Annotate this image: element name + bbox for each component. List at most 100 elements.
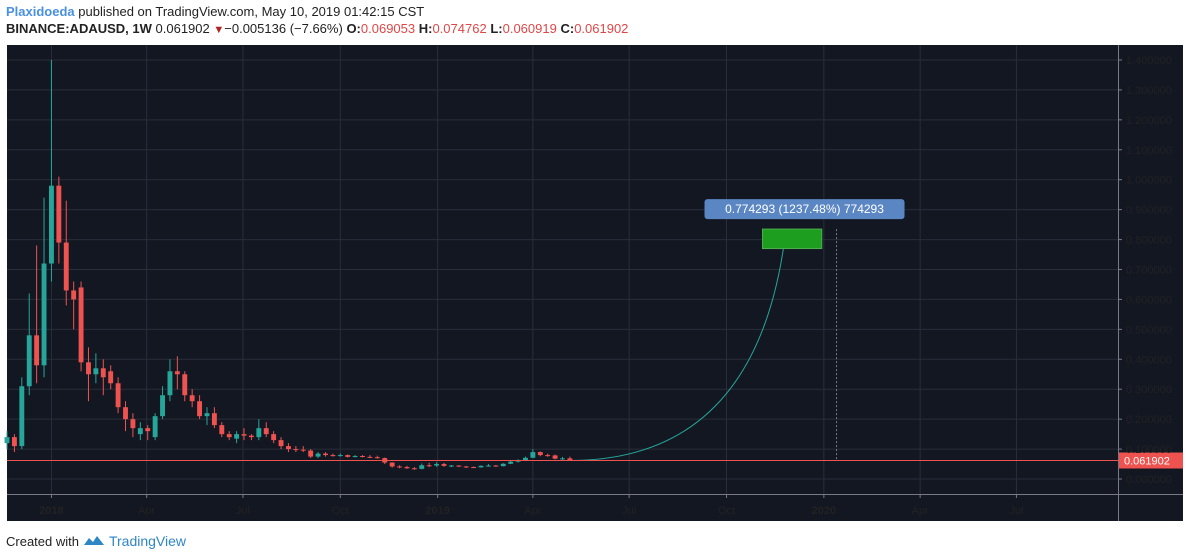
open-value: 0.069053: [360, 21, 416, 36]
candle-body: [567, 458, 573, 461]
candle-body: [485, 465, 491, 467]
close-label: C:: [560, 21, 575, 36]
candle-body: [441, 464, 447, 466]
measure-callout: 0.774293 (1237.48%) 774293: [704, 199, 905, 220]
tradingview-logo-icon[interactable]: [83, 534, 105, 548]
publish-line: Plaxidoeda published on TradingView.com,…: [6, 4, 424, 19]
candle-body: [411, 468, 417, 470]
price-tick-label: 0.300000: [1126, 384, 1172, 396]
author-name[interactable]: Plaxidoeda: [6, 4, 75, 19]
price-tick-label: 0.600000: [1126, 294, 1172, 306]
change-value: −0.005136 (−7.66%): [224, 21, 343, 36]
candle-body: [78, 287, 84, 363]
candle-body: [286, 446, 291, 450]
tradingview-brand[interactable]: TradingView: [108, 533, 187, 549]
last-price: 0.061902: [155, 21, 210, 36]
price-axis[interactable]: 1.400000 1.300000 1.200000 1.100000 1.000000…: [1118, 55, 1172, 486]
candle-body: [352, 455, 358, 457]
candle-body: [226, 434, 232, 438]
time-tick-label: 2018: [39, 505, 63, 517]
created-with-text: Created with: [6, 533, 79, 549]
candle-body: [419, 465, 425, 469]
candle-body: [197, 401, 203, 417]
candle-body: [523, 457, 528, 461]
projection-curve[interactable]: [569, 239, 786, 462]
candle-body: [189, 395, 195, 402]
candle-body: [448, 465, 454, 467]
candle-body: [271, 434, 277, 441]
price-tick-label: 1.100000: [1126, 145, 1172, 157]
candle-body: [263, 428, 269, 435]
time-tick-label: Oct: [332, 505, 349, 517]
candle-body: [508, 461, 514, 464]
candle-body: [115, 383, 121, 408]
candle-body: [374, 457, 380, 459]
time-tick-label: Apr: [138, 505, 155, 517]
candle-body: [248, 435, 254, 438]
candle-body: [545, 455, 551, 457]
candle-body: [19, 386, 25, 447]
candle-body: [367, 456, 373, 458]
price-tick-label: 0.500000: [1126, 324, 1172, 336]
candle-body: [204, 413, 210, 417]
time-tick-label: 2020: [812, 505, 836, 517]
time-tick-label: Jul: [622, 505, 636, 517]
candle-body: [160, 395, 165, 417]
candle-body: [337, 455, 343, 457]
low-label: L:: [490, 21, 503, 36]
candle-body: [323, 453, 328, 456]
candle-body: [478, 465, 484, 468]
time-tick-label: Apr: [524, 505, 541, 517]
target-box[interactable]: [761, 228, 823, 250]
candle-body: [86, 362, 91, 375]
candle-body: [389, 462, 395, 467]
price-tick-label: 0.700000: [1126, 265, 1172, 277]
candle-body: [182, 374, 188, 396]
price-tick-label: 0.200000: [1126, 414, 1172, 426]
time-tick-label: Apr: [912, 505, 929, 517]
time-axis[interactable]: 2018 Apr Jul Oct 2019 Apr Jul Oct 2020 Apr Jul: [39, 494, 1023, 517]
callout-label: 0.774293 (1237.48%) 774293: [725, 202, 884, 216]
candles: [4, 59, 573, 470]
time-tick-label: Jul: [1009, 505, 1023, 517]
high-label: H:: [418, 21, 433, 36]
high-value: 0.074762: [432, 21, 487, 36]
candle-body: [26, 335, 32, 387]
candle-body: [530, 452, 536, 458]
candle-body: [300, 449, 306, 451]
candle-body: [48, 185, 54, 264]
candle-body: [130, 419, 136, 429]
candle-body: [345, 455, 351, 457]
close-value: 0.061902: [574, 21, 629, 36]
last-price-tag-label: 0.061902: [1124, 456, 1170, 468]
symbol-label: BINANCE:ADAUSD, 1W: [6, 21, 152, 36]
last-price-tag: [1119, 452, 1183, 469]
candle-body: [145, 428, 151, 432]
candle-body: [167, 371, 173, 396]
price-tick-label: 1.300000: [1126, 85, 1172, 97]
candle-body: [108, 371, 114, 384]
footer: Created with TradingView: [6, 533, 186, 549]
low-value: 0.060919: [502, 21, 557, 36]
candle-body: [63, 242, 69, 291]
price-tick-label: 0.400000: [1126, 354, 1172, 366]
callout-box: [704, 199, 905, 220]
candle-body: [241, 434, 247, 436]
candle-body: [34, 335, 40, 366]
candle-body: [493, 465, 499, 467]
candle-body: [500, 463, 506, 467]
candle-body: [434, 464, 440, 466]
candle-body: [4, 437, 10, 444]
candle-body: [41, 263, 47, 366]
candle-body: [278, 440, 284, 447]
candle-body: [256, 428, 262, 438]
candle-body: [463, 466, 469, 468]
candle-body: [211, 413, 217, 426]
candle-body: [515, 460, 521, 462]
candle-body: [330, 455, 336, 457]
candle-body: [11, 437, 17, 447]
chart-background: [7, 45, 1183, 521]
candle-body: [315, 453, 321, 457]
projection-drawing[interactable]: [569, 228, 838, 462]
